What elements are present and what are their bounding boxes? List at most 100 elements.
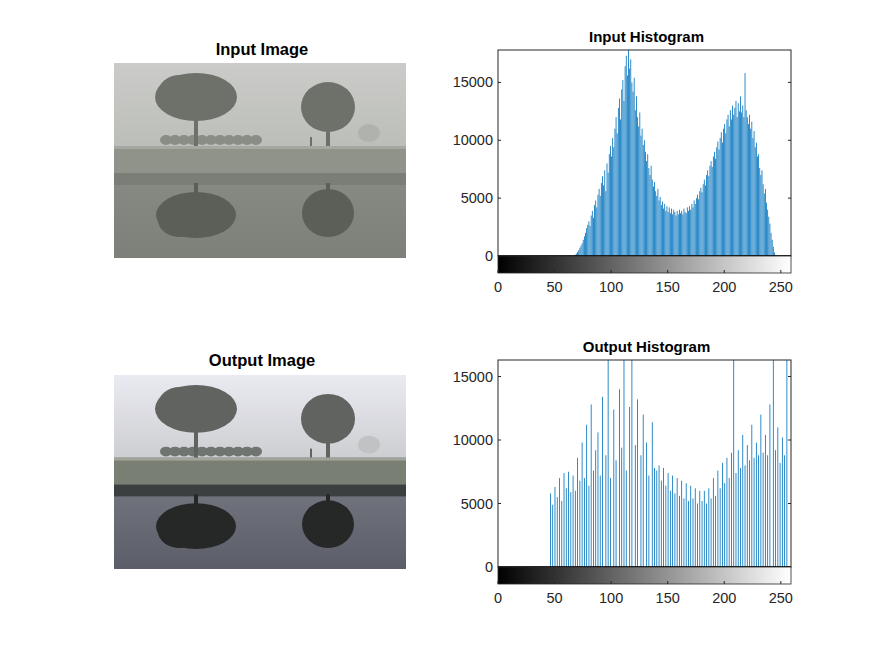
bar — [751, 425, 753, 567]
bar — [679, 210, 681, 256]
bar — [593, 218, 595, 256]
bar — [688, 501, 690, 567]
bar — [656, 470, 658, 567]
bar — [717, 470, 719, 567]
bar — [640, 136, 642, 256]
y-tick — [498, 198, 501, 199]
y-tick-label: 15000 — [453, 369, 493, 385]
x-tick-label: 250 — [769, 279, 793, 295]
bar — [686, 207, 688, 256]
bar — [715, 496, 717, 567]
bar — [669, 213, 671, 256]
histogram-axes: 050001000015000050100150200250Input Hist… — [453, 28, 793, 295]
bar — [744, 465, 746, 567]
bar — [594, 205, 596, 256]
bar — [602, 176, 604, 256]
bar — [645, 152, 647, 256]
bar — [753, 131, 755, 256]
bar — [758, 455, 760, 567]
bar — [740, 96, 742, 256]
bar — [777, 427, 779, 567]
bar — [743, 117, 745, 256]
bar — [658, 200, 660, 256]
bar — [681, 481, 683, 567]
bar — [731, 119, 733, 256]
x-tick-label: 200 — [712, 279, 736, 295]
bar — [648, 168, 650, 256]
bar — [732, 106, 734, 256]
bar — [665, 486, 667, 567]
y-tick-label: 0 — [485, 248, 493, 264]
bar — [727, 115, 729, 256]
bar — [714, 152, 716, 256]
bar — [684, 212, 686, 256]
bar — [654, 468, 656, 567]
bar — [637, 399, 639, 567]
bar — [742, 106, 744, 256]
bar — [671, 209, 673, 256]
bar — [641, 129, 643, 256]
distant-tree — [358, 436, 380, 454]
bar — [666, 206, 668, 256]
bar — [733, 360, 735, 567]
bar — [676, 211, 678, 256]
bar — [764, 435, 766, 567]
bar — [636, 96, 638, 256]
bar — [652, 187, 654, 256]
x-tick — [667, 270, 668, 273]
bar — [760, 175, 762, 256]
x-tick — [780, 270, 781, 273]
bar — [597, 195, 599, 256]
bar — [577, 458, 579, 567]
bar — [615, 117, 617, 256]
bar — [654, 182, 656, 256]
canopy-reflection — [156, 503, 236, 549]
bar — [710, 498, 712, 567]
bar — [616, 133, 618, 256]
bar — [660, 481, 662, 567]
bar — [634, 110, 636, 256]
bar — [603, 185, 605, 256]
bar — [672, 214, 674, 256]
bar — [583, 236, 585, 256]
x-tick-label: 150 — [656, 590, 680, 606]
bar — [771, 240, 773, 256]
bar — [607, 360, 609, 567]
bar — [667, 473, 669, 567]
bar — [554, 487, 556, 567]
bar — [572, 476, 574, 567]
bar — [699, 191, 701, 256]
hedge — [250, 447, 262, 457]
bar — [719, 488, 721, 567]
figure-walker — [310, 137, 312, 147]
bar — [769, 224, 771, 256]
bar — [587, 225, 589, 256]
bar — [563, 473, 565, 567]
bar — [590, 404, 592, 567]
bar — [599, 476, 601, 567]
bar — [550, 493, 552, 567]
bar — [742, 435, 744, 567]
bar — [647, 154, 649, 256]
bar — [673, 210, 675, 256]
bar — [763, 194, 765, 256]
bar — [664, 204, 666, 256]
bank-reflection — [114, 484, 406, 496]
x-tick — [498, 270, 499, 273]
y-tick-label: 15000 — [453, 74, 493, 90]
bar — [772, 360, 774, 567]
bar — [674, 493, 676, 567]
y-tick-label: 10000 — [453, 132, 493, 148]
bar — [651, 180, 653, 256]
bar — [628, 50, 630, 256]
bar — [595, 200, 597, 256]
bar — [588, 221, 590, 256]
bar — [651, 422, 653, 567]
bar — [720, 132, 722, 256]
bar — [738, 111, 740, 256]
bar — [665, 211, 667, 256]
bar — [629, 69, 631, 256]
x-tick-label: 0 — [494, 590, 502, 606]
bar — [703, 491, 705, 567]
bar — [781, 437, 783, 567]
